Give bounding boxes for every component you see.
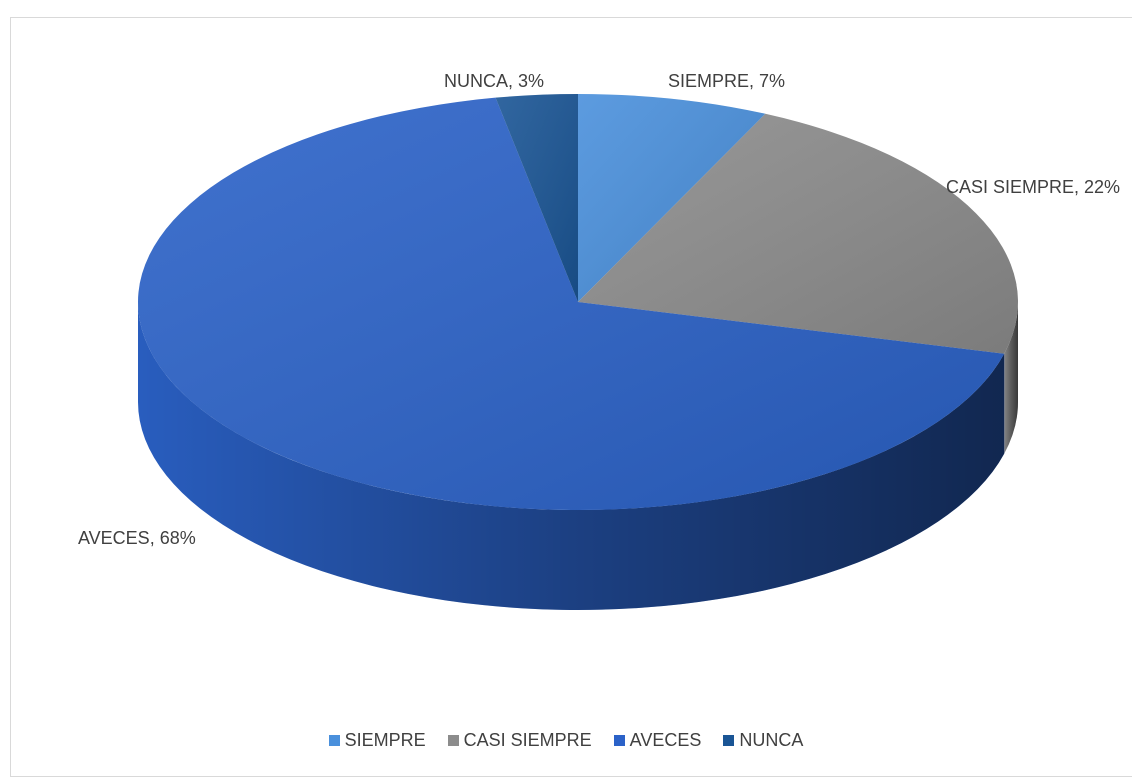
data-label-casi-siempre: CASI SIEMPRE, 22% <box>946 177 1120 197</box>
legend-item-nunca[interactable]: NUNCA <box>723 730 803 751</box>
pie-side-shade-aveces <box>138 302 1005 610</box>
legend-swatch-siempre <box>328 734 340 746</box>
pie-labels: SIEMPRE, 7% CASI SIEMPRE, 22% AVECES, 68% N… <box>78 71 1120 548</box>
legend-item-casi-siempre[interactable]: CASI SIEMPRE <box>447 729 592 751</box>
legend-item-aveces[interactable]: AVECES <box>613 729 702 751</box>
legend-item-siempre[interactable]: SIEMPRE <box>328 729 426 751</box>
legend-swatch-aveces <box>613 734 625 746</box>
legend-swatch-casi-siempre <box>447 734 459 746</box>
pie-tops <box>137 94 1018 510</box>
legend-swatch-nunca <box>723 734 735 746</box>
data-label-nunca: NUNCA, 3% <box>444 71 544 91</box>
pie-slice-shade-aveces <box>137 97 1005 510</box>
legend-label-siempre: SIEMPRE <box>344 729 426 750</box>
pie-sides <box>138 302 1018 610</box>
pie-side-shade-casi-siempre <box>1004 302 1018 454</box>
legend: SIEMPRE CASI SIEMPRE AVECES NUNCA <box>0 727 1132 753</box>
legend-label-nunca: NUNCA <box>739 729 804 750</box>
legend-label-casi-siempre: CASI SIEMPRE <box>463 729 592 750</box>
pie-slice-shade-casi-siempre <box>578 113 1018 354</box>
data-label-aveces: AVECES, 68% <box>78 528 196 548</box>
legend-label-aveces: AVECES <box>629 729 702 750</box>
pie-slice-shade-nunca <box>495 94 578 302</box>
pie-slice-shade-siempre <box>578 94 766 302</box>
data-label-siempre: SIEMPRE, 7% <box>668 71 785 91</box>
